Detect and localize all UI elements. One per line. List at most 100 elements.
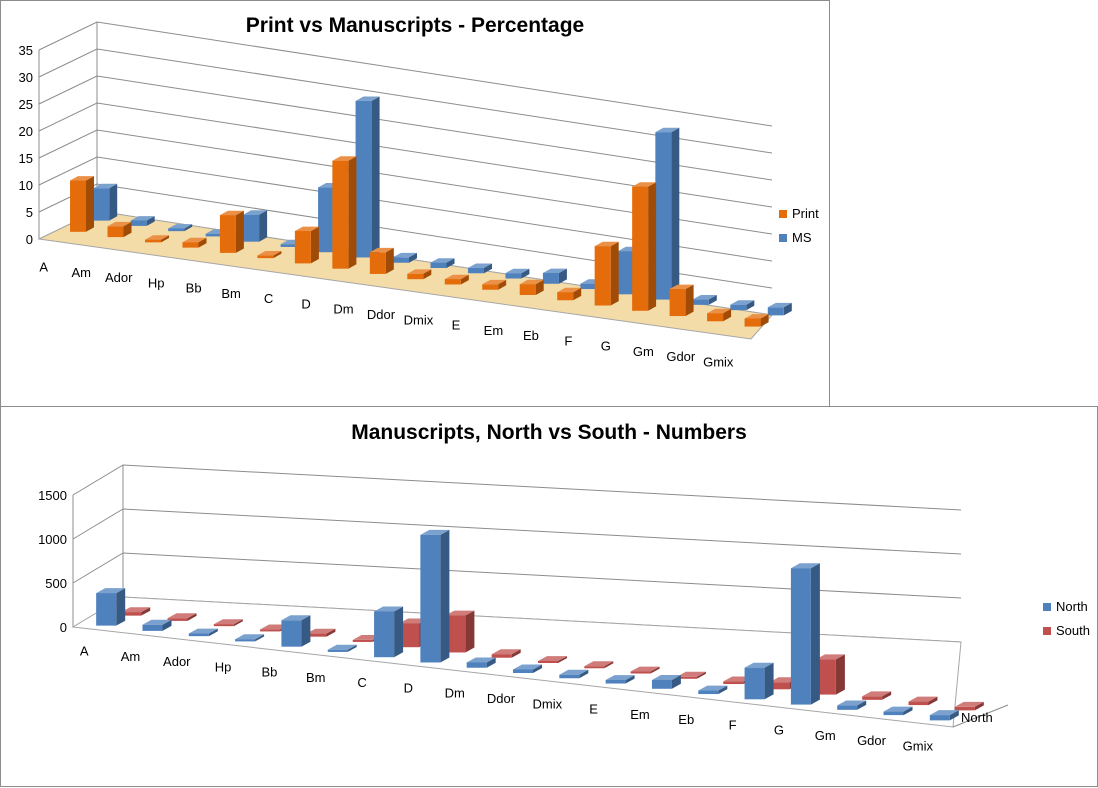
- bar-top: [70, 176, 94, 181]
- bar-top: [257, 251, 282, 256]
- bar-north-Eb: [698, 685, 728, 695]
- bar-south-Ddor: [538, 656, 567, 663]
- gridline: [38, 21, 773, 127]
- bar-side: [423, 269, 432, 280]
- bar-north-A: [96, 588, 126, 626]
- x-tick-label: E: [589, 702, 598, 717]
- bar-south-Gmix: [954, 701, 984, 711]
- bar-south-Am: [167, 613, 197, 621]
- bar-front: [767, 307, 784, 316]
- x-tick-label: E: [452, 318, 461, 333]
- bar-front: [744, 318, 761, 327]
- bar-side: [650, 666, 660, 674]
- bar-top: [281, 615, 311, 621]
- chart-plot-area: 0 5 10 15 20 25 30 35 A Am Ador Hp Bb Bm C D Dm Ddor Dmix E…: [19, 21, 819, 369]
- bar-front: [318, 187, 335, 253]
- bar-front: [355, 100, 372, 258]
- bar-top: [393, 252, 417, 258]
- bar-front: [352, 639, 373, 642]
- x-tick-label: Gdor: [666, 349, 696, 364]
- bar-print-Dm: [369, 247, 394, 274]
- bar-side: [409, 252, 417, 263]
- legend-label: South: [1056, 623, 1090, 638]
- bar-top: [182, 237, 207, 243]
- bar-south-Gm: [862, 691, 892, 700]
- bar-print-Em: [519, 279, 544, 295]
- bar-front: [257, 255, 274, 259]
- bar-side: [109, 183, 118, 221]
- bar-front: [669, 289, 686, 317]
- gridline: [72, 464, 962, 511]
- bar-side: [810, 563, 820, 705]
- y-tick-label: 10: [19, 178, 33, 193]
- bar-side: [184, 224, 193, 232]
- bar-front: [538, 661, 558, 663]
- bar-print-F: [594, 241, 619, 306]
- y-tick-label: 25: [19, 97, 33, 112]
- bar-print-Hp: [182, 237, 207, 248]
- chart-plot-area: 0 500 1000 1500 A Am Ador Hp Bb Bm C D Dm Ddor Dmix E Em…: [38, 464, 1090, 753]
- bar-top: [445, 610, 475, 616]
- bar-top: [954, 701, 984, 707]
- bar-top: [168, 224, 193, 229]
- legend-swatch-print: [779, 210, 787, 218]
- bar-ms-Gm: [692, 295, 717, 305]
- bar-front: [605, 680, 626, 684]
- bar-side: [486, 657, 496, 668]
- bar-top: [767, 302, 792, 308]
- bar-side: [903, 706, 913, 716]
- y-tick-label: 500: [45, 576, 67, 591]
- bar-print-Ddor: [407, 269, 432, 280]
- bar-top: [707, 308, 732, 314]
- bar-top: [651, 675, 681, 680]
- bar-north-Ddor: [513, 664, 542, 673]
- y-tick-label: 5: [26, 205, 33, 220]
- bar-front: [632, 186, 649, 311]
- bar-top: [243, 210, 268, 215]
- bar-front: [655, 132, 672, 300]
- bar-north-E: [605, 675, 635, 684]
- bar-front: [260, 629, 281, 632]
- y-tick-label: 20: [19, 124, 33, 139]
- chart-manuscripts-north-vs-south: Manuscripts, North vs South - Numbers 0 5…: [0, 406, 1098, 787]
- bar-side: [696, 671, 706, 679]
- x-tick-label: Ddor: [367, 307, 396, 322]
- bar-north-Dmix: [559, 669, 589, 679]
- bar-ms-G: [655, 127, 680, 300]
- bar-front: [594, 246, 611, 306]
- bar-top: [542, 268, 567, 273]
- x-tick-label: Ador: [105, 270, 133, 285]
- bar-front: [790, 568, 811, 705]
- legend-label: Print: [792, 206, 819, 221]
- bar-front: [692, 299, 709, 305]
- bar-front: [213, 624, 234, 627]
- bar-front: [121, 612, 142, 616]
- bar-front: [954, 706, 975, 711]
- bar-side: [198, 237, 207, 248]
- chart-print-vs-manuscripts: Print vs Manuscripts - Percentage 0 5 10 15…: [0, 0, 830, 408]
- bar-front: [491, 654, 512, 658]
- bar-top: [744, 662, 774, 668]
- bar-front: [130, 220, 147, 226]
- bar-north-Bm: [327, 644, 357, 652]
- x-tick-label: D: [301, 296, 310, 311]
- bar-front: [542, 272, 559, 284]
- bar-north-Am: [142, 619, 172, 631]
- bar-front: [420, 534, 441, 663]
- bar-top: [167, 613, 197, 619]
- x-tick-label: Bm: [306, 670, 326, 685]
- bar-side: [685, 284, 694, 316]
- bar-front: [617, 251, 634, 295]
- bar-side: [604, 661, 614, 669]
- bar-front: [281, 620, 302, 647]
- bar-front: [374, 611, 395, 658]
- bar-ms-Em: [542, 268, 567, 284]
- bar-top: [929, 710, 959, 716]
- bar-top: [145, 235, 169, 240]
- bar-top: [430, 258, 455, 263]
- bar-side: [446, 258, 455, 268]
- bar-side: [928, 696, 938, 706]
- bar-side: [86, 176, 94, 232]
- bar-south-Dm: [491, 649, 521, 658]
- bar-print-A: [70, 176, 94, 232]
